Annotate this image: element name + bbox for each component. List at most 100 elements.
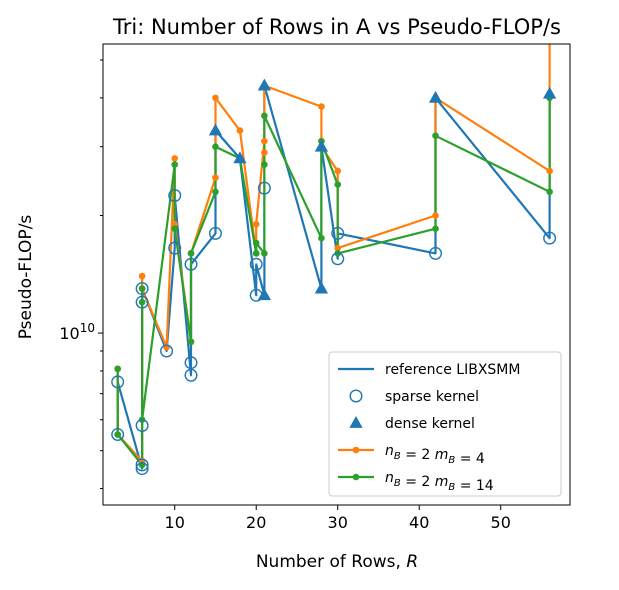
dense-kernel-point	[208, 123, 223, 136]
legend-sparse-marker	[349, 389, 363, 403]
nb2-mb14-point	[187, 250, 195, 257]
legend-ref-label: reference LIBXSMM	[385, 362, 520, 378]
y-axis-label: Pseudo-FLOP/s	[16, 215, 36, 340]
dense-kernel-point	[233, 151, 247, 164]
nb2-mb14-point	[318, 234, 325, 242]
sparse-kernel-point	[135, 462, 149, 476]
nb2-mb14-point	[261, 112, 268, 120]
axes-frame	[102, 43, 571, 506]
sparse-kernel-point	[543, 231, 557, 245]
chart-title: Tri: Number of Rows in A vs Pseudo-FLOP/…	[112, 15, 561, 39]
nb2-mb4-point	[138, 272, 146, 280]
legend-nb2mb4-label-part: B	[394, 451, 401, 462]
dense-kernel-point	[257, 288, 272, 301]
x-axis-label: Number of Rows, R	[256, 552, 418, 572]
sparse-kernel-point	[135, 282, 149, 296]
plot-marks	[111, 44, 557, 476]
x-tick-label: 40	[409, 513, 429, 532]
legend-box	[328, 351, 562, 497]
nb2-mb14-point	[138, 285, 146, 292]
sparse-kernel-point	[429, 246, 443, 260]
nb2-mb14-point	[334, 181, 342, 188]
legend-sparse-label: sparse kernel	[385, 389, 479, 405]
sparse-kernel-point	[331, 252, 345, 266]
legend-dense-label: dense kernel	[385, 416, 475, 432]
sparse-kernel-point	[184, 356, 198, 370]
nb2-mb14-point	[171, 225, 179, 233]
nb2-mb4-point	[334, 167, 342, 175]
legend-nb2mb14-label-part: m	[435, 474, 449, 490]
legend-nb2mb4-label-part: = 2	[401, 447, 435, 463]
nb2-mb4-point	[334, 244, 342, 252]
legend-nb2mb14-label-part: = 2	[401, 474, 435, 490]
y-tick-exponent: 10	[80, 321, 95, 335]
sparse-kernel-point	[111, 428, 125, 442]
sparse-kernel-point	[111, 375, 125, 389]
nb2-mb4-point	[236, 127, 244, 134]
legend-nb2mb4-label: nB = 2 mB = 4	[385, 443, 485, 467]
nb2-mb4-point	[261, 137, 268, 145]
sparse-kernel-point	[135, 295, 149, 309]
legend-nb2mb4-label-part: n	[385, 443, 394, 459]
legend-nb2mb4-label-part: = 4	[455, 451, 485, 467]
sparse-kernel-point	[331, 226, 345, 240]
nb2-mb4-point	[318, 103, 325, 110]
sparse-kernel-point	[257, 181, 271, 195]
nb2-mb14-line	[116, 97, 551, 466]
dense-kernel-point	[314, 281, 329, 294]
dense-kernel-point	[314, 139, 329, 152]
nb2-mb4-point	[546, 167, 553, 175]
sparse-kernel-point	[168, 241, 182, 255]
nb2-mb4-point	[212, 174, 219, 181]
legend-nb2mb14-label-part: n	[385, 470, 394, 486]
legend-dense-marker	[349, 416, 363, 428]
nb2-mb14-point	[432, 132, 439, 140]
nb2-mb4-point	[261, 149, 268, 156]
dense-kernel-point	[428, 90, 443, 103]
nb2-mb4-point	[171, 155, 179, 162]
sparse-kernel-point	[208, 226, 222, 240]
x-tick-label: 10	[165, 513, 185, 532]
legend-nb2mb14-label-part: = 14	[455, 478, 494, 494]
nb2-mb14-point	[187, 338, 195, 346]
legend-nb2mb4-label-part: m	[435, 447, 449, 463]
nb2-mb14-point	[138, 298, 146, 306]
nb2-mb14-point	[546, 188, 553, 196]
dense-kernel-point	[257, 78, 272, 91]
legend-nb2mb14-label-part: B	[448, 482, 455, 493]
nb2-mb14-point	[252, 250, 260, 257]
nb2-mb14-point	[114, 431, 121, 438]
sparse-kernel-point	[135, 458, 149, 472]
nb2-mb14-point	[212, 143, 219, 151]
plot-area	[111, 44, 557, 476]
sparse-kernel-point	[135, 419, 149, 433]
x-tick-label: 20	[246, 513, 266, 532]
nb2-mb4-point	[252, 220, 260, 228]
x-tick-label: 50	[491, 513, 511, 532]
sparse-kernel-point	[249, 257, 263, 271]
sparse-kernel-point	[168, 189, 182, 203]
nb2-mb14-point	[261, 250, 268, 257]
legend: reference LIBXSMM sparse kernel dense kern…	[328, 351, 562, 497]
nb2-mb14-point	[432, 225, 439, 233]
nb2-mb14-point	[261, 161, 268, 168]
nb2-mb4-point	[171, 220, 179, 228]
sparse-kernel-point	[184, 257, 198, 271]
dense-kernel-point	[542, 86, 557, 99]
x-tick-label: 30	[328, 513, 348, 532]
legend-nb2mb14-marker	[352, 473, 360, 481]
sparse-kernel-point	[184, 368, 198, 382]
sparse-kernel-point	[160, 344, 174, 358]
nb2-mb4-point	[432, 212, 439, 219]
legend-nb2mb4-marker	[352, 446, 360, 454]
nb2-mb14-point	[212, 188, 219, 196]
legend-nb2mb14-label: nB = 2 mB = 14	[385, 470, 494, 494]
nb2-mb4-point	[212, 94, 219, 102]
legend-nb2mb4-label-part: B	[448, 455, 455, 466]
legend-nb2mb14-label-part: B	[394, 478, 401, 489]
nb2-mb14-point	[114, 365, 121, 373]
nb2-mb14-point	[171, 161, 179, 168]
